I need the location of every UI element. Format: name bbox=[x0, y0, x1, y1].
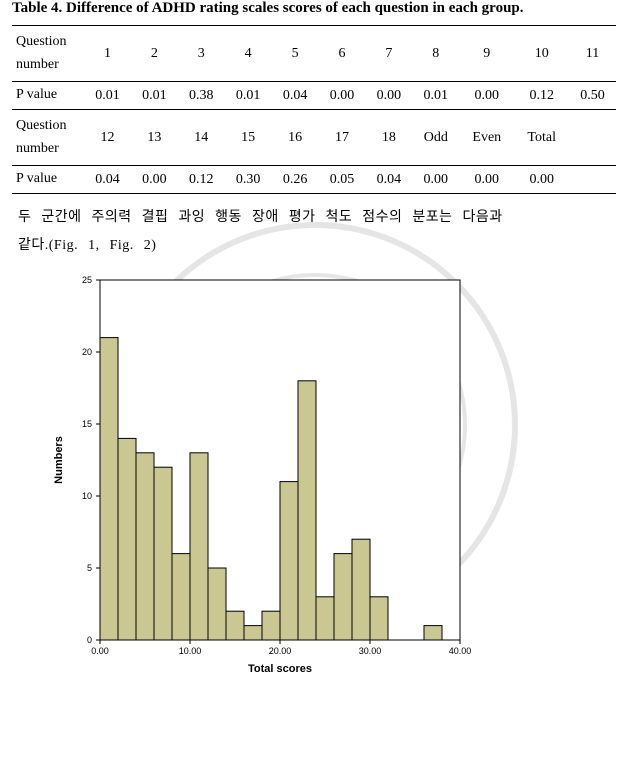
svg-text:0: 0 bbox=[87, 635, 92, 645]
table-cell: 0.01 bbox=[225, 82, 272, 110]
table-cell: 0.05 bbox=[319, 166, 366, 194]
svg-text:15: 15 bbox=[82, 419, 92, 429]
table-cell: 0.00 bbox=[514, 166, 569, 194]
table-cell: 0.00 bbox=[412, 166, 459, 194]
col-header: 7 bbox=[365, 26, 412, 82]
col-header: 5 bbox=[272, 26, 319, 82]
col-header: 18 bbox=[365, 110, 412, 166]
data-table: Question number 1 2 3 4 5 6 7 8 9 10 11 … bbox=[12, 25, 616, 194]
table-cell: 0.26 bbox=[272, 166, 319, 194]
table-cell: 0.38 bbox=[178, 82, 225, 110]
svg-text:20: 20 bbox=[82, 347, 92, 357]
col-header: Even bbox=[459, 110, 514, 166]
col-header: 17 bbox=[319, 110, 366, 166]
table-cell: 0.00 bbox=[319, 82, 366, 110]
table-cell: 0.30 bbox=[225, 166, 272, 194]
body-text: 두 군간에 주의력 결핍 과잉 행동 장애 평가 척도 점수의 분포는 다음과 … bbox=[0, 194, 629, 264]
svg-text:Numbers: Numbers bbox=[53, 436, 65, 484]
table-title: Table 4. Difference of ADHD rating scale… bbox=[0, 0, 629, 25]
table-cell: 0.01 bbox=[131, 82, 178, 110]
svg-text:5: 5 bbox=[87, 563, 92, 573]
svg-text:20.00: 20.00 bbox=[269, 646, 292, 656]
table-cell: 0.01 bbox=[84, 82, 131, 110]
svg-text:25: 25 bbox=[82, 275, 92, 285]
svg-text:10: 10 bbox=[82, 491, 92, 501]
row-label-pvalue: P value bbox=[12, 166, 84, 194]
svg-text:Total scores: Total scores bbox=[248, 663, 312, 675]
col-header: 9 bbox=[459, 26, 514, 82]
col-header bbox=[569, 110, 616, 166]
table-cell bbox=[569, 166, 616, 194]
col-header: 2 bbox=[131, 26, 178, 82]
svg-text:10.00: 10.00 bbox=[179, 646, 202, 656]
col-header: 6 bbox=[319, 26, 366, 82]
svg-text:30.00: 30.00 bbox=[359, 646, 382, 656]
col-header: 4 bbox=[225, 26, 272, 82]
svg-text:40.00: 40.00 bbox=[449, 646, 472, 656]
col-header: 1 bbox=[84, 26, 131, 82]
col-header: 11 bbox=[569, 26, 616, 82]
histogram-chart: 0 5 10 15 20 25 0.00 10.00 20.00 30.00 40.00 Total … bbox=[40, 268, 495, 688]
table-cell: 0.01 bbox=[412, 82, 459, 110]
row-label-question: Question number bbox=[12, 26, 84, 82]
table-cell: 0.04 bbox=[84, 166, 131, 194]
col-header: Odd bbox=[412, 110, 459, 166]
col-header: 10 bbox=[514, 26, 569, 82]
table-cell: 0.12 bbox=[178, 166, 225, 194]
col-header: 13 bbox=[131, 110, 178, 166]
col-header: 14 bbox=[178, 110, 225, 166]
col-header: 15 bbox=[225, 110, 272, 166]
table-cell: 0.04 bbox=[272, 82, 319, 110]
table-cell: 0.00 bbox=[131, 166, 178, 194]
row-label-pvalue: P value bbox=[12, 82, 84, 110]
svg-text:0.00: 0.00 bbox=[91, 646, 109, 656]
col-header: 16 bbox=[272, 110, 319, 166]
col-header: Total bbox=[514, 110, 569, 166]
table-cell: 0.50 bbox=[569, 82, 616, 110]
col-header: 12 bbox=[84, 110, 131, 166]
col-header: 3 bbox=[178, 26, 225, 82]
col-header: 8 bbox=[412, 26, 459, 82]
table-cell: 0.00 bbox=[459, 166, 514, 194]
table-cell: 0.00 bbox=[459, 82, 514, 110]
table-cell: 0.12 bbox=[514, 82, 569, 110]
table-cell: 0.04 bbox=[365, 166, 412, 194]
row-label-question: Question number bbox=[12, 110, 84, 166]
table-cell: 0.00 bbox=[365, 82, 412, 110]
